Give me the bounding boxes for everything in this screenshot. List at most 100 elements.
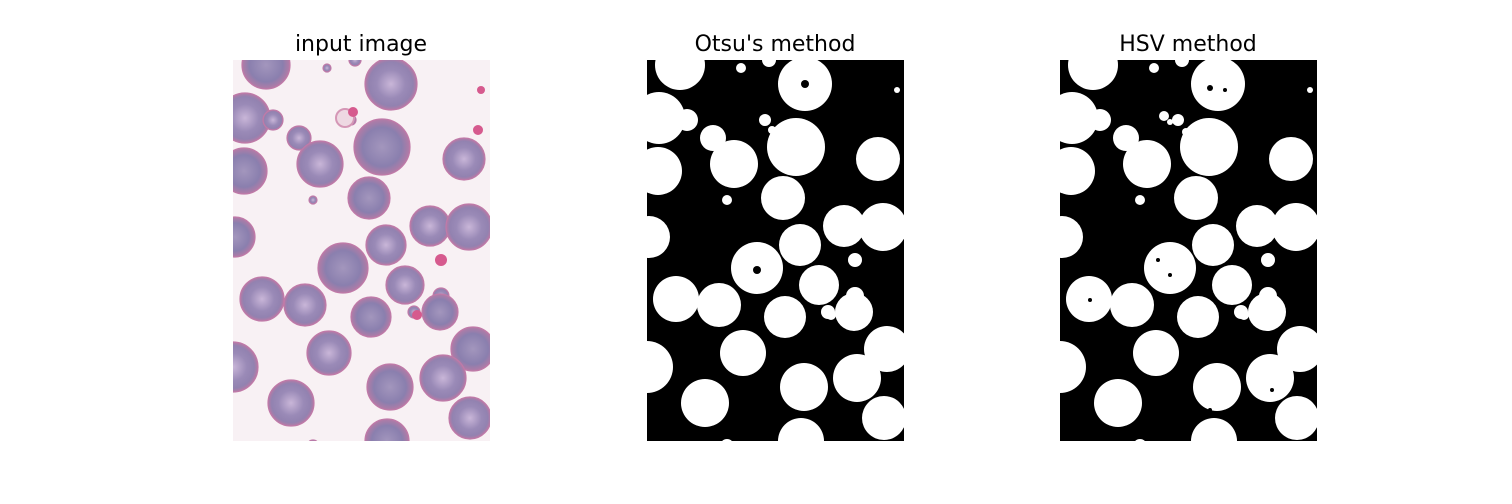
- cell-mask: [767, 118, 825, 176]
- cell-mask: [1193, 363, 1241, 411]
- mask-hole: [1207, 85, 1213, 91]
- cell-photo: [366, 363, 414, 411]
- cell-photo: [442, 137, 486, 181]
- cell-mask: [1248, 293, 1286, 331]
- cell-mask: [1094, 379, 1142, 427]
- cell-photo: [409, 205, 451, 247]
- cell-mask: [710, 140, 758, 188]
- cell-mask: [1191, 60, 1245, 111]
- cell-mask: [1144, 242, 1196, 294]
- cell-photo: [233, 216, 256, 258]
- cell-photo: [448, 396, 490, 440]
- cell-mask: [759, 114, 771, 126]
- cell-photo: [348, 60, 362, 67]
- mask-speck: [1167, 119, 1173, 125]
- cell-mask: [1236, 205, 1278, 247]
- cell-photo: [286, 125, 312, 151]
- cell-mask: [1060, 216, 1083, 258]
- cell-photo: [283, 283, 327, 327]
- cell-mask: [1212, 265, 1252, 305]
- cell-photo: [306, 330, 352, 376]
- cell-mask: [1135, 195, 1145, 205]
- cell-mask: [859, 203, 904, 251]
- cell-mask: [1246, 354, 1294, 402]
- cell-mask: [1123, 140, 1171, 188]
- cell-photo: [239, 276, 285, 322]
- cell-mask: [1060, 92, 1098, 144]
- cell-photo: [445, 203, 490, 251]
- cell-mask: [856, 137, 900, 181]
- cell-photo: [308, 439, 318, 441]
- cell-mask: [676, 109, 698, 131]
- cell-mask: [762, 60, 776, 67]
- mask-hole: [1168, 273, 1172, 277]
- cell-photo: [350, 296, 392, 338]
- mask-hole: [1223, 88, 1227, 92]
- cell-mask: [1113, 125, 1139, 151]
- cell-mask: [1180, 118, 1238, 176]
- cell-mask: [1133, 330, 1179, 376]
- cell-mask: [1275, 396, 1317, 440]
- mask-hole: [801, 80, 809, 88]
- cell-photo: [419, 354, 467, 402]
- cell-photo: [421, 293, 459, 331]
- cell-mask: [823, 205, 865, 247]
- cell-photo: [365, 224, 407, 266]
- cell-photo: [353, 118, 411, 176]
- cell-mask: [799, 265, 839, 305]
- otsu-mask-image: [647, 60, 904, 441]
- mask-speck: [848, 253, 862, 267]
- cell-mask: [700, 125, 726, 151]
- cell-mask: [647, 147, 682, 195]
- cell-photo: [364, 60, 418, 111]
- mask-speck: [1159, 111, 1169, 121]
- cell-mask: [833, 354, 881, 402]
- input-image: [233, 60, 490, 441]
- cell-photo: [262, 109, 284, 131]
- cell-mask: [780, 363, 828, 411]
- cell-mask: [653, 276, 699, 322]
- cell-mask: [722, 439, 732, 441]
- cell-mask: [1068, 60, 1118, 90]
- cell-photo: [347, 176, 391, 220]
- cell-mask: [1175, 60, 1189, 67]
- panel-title-hsv: HSV method: [1119, 32, 1257, 57]
- cell-mask: [647, 216, 670, 258]
- cell-mask: [779, 224, 821, 266]
- cell-mask: [864, 326, 904, 372]
- mask-speck: [1239, 310, 1249, 320]
- cell-mask: [778, 418, 824, 441]
- panel-title-otsu: Otsu's method: [694, 32, 856, 57]
- mask-speck: [768, 126, 776, 134]
- mask-hole: [1208, 408, 1212, 412]
- cell-photo: [241, 60, 291, 90]
- cell-mask: [681, 379, 729, 427]
- cell-mask: [1269, 137, 1313, 181]
- mask-hole: [1088, 298, 1092, 302]
- stained-cell-photo: [473, 125, 483, 135]
- mask-speck: [826, 310, 836, 320]
- cell-mask: [1277, 326, 1317, 372]
- cell-photo: [317, 242, 369, 294]
- cell-mask: [764, 296, 806, 338]
- mask-hole: [753, 266, 761, 274]
- cell-mask: [647, 92, 685, 144]
- cell-mask: [835, 293, 873, 331]
- mask-speck: [894, 87, 900, 93]
- cell-mask: [736, 63, 746, 73]
- cell-mask: [1060, 147, 1095, 195]
- cell-mask: [1089, 109, 1111, 131]
- mask-hole: [1156, 258, 1160, 262]
- cell-mask: [1192, 224, 1234, 266]
- cell-photo: [233, 341, 259, 393]
- cell-mask: [1272, 203, 1317, 251]
- mask-speck: [1307, 87, 1313, 93]
- mask-speck: [765, 120, 769, 124]
- cell-mask: [1191, 418, 1237, 441]
- cell-mask: [1135, 439, 1145, 441]
- cell-photo: [308, 195, 318, 205]
- cell-photo: [364, 418, 410, 441]
- stained-cell-photo: [435, 254, 447, 266]
- stained-cell-photo: [477, 86, 485, 94]
- cell-photo: [322, 63, 332, 73]
